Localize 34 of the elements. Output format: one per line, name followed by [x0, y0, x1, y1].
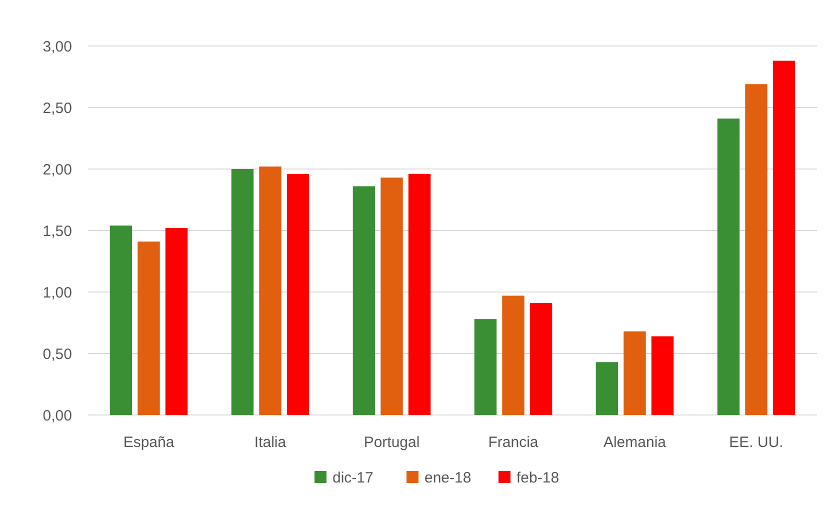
bar: [717, 118, 740, 415]
bar: [380, 178, 403, 415]
bar: [231, 169, 254, 415]
x-tick-label: EE. UU.: [729, 434, 784, 451]
bar: [596, 362, 618, 415]
bar: [165, 228, 188, 415]
bar: [259, 166, 282, 415]
y-tick-label: 3,00: [42, 38, 72, 56]
bar: [502, 296, 524, 415]
bar: [110, 226, 132, 415]
y-tick-label: 1,00: [42, 284, 72, 302]
bar: [286, 174, 310, 415]
x-tick-label: Francia: [488, 434, 539, 451]
y-tick-label: 1,50: [42, 222, 72, 240]
bar: [530, 303, 552, 415]
bar: [651, 336, 674, 415]
bar: [408, 174, 431, 415]
legend-label: dic-17: [332, 469, 374, 486]
bar: [624, 331, 646, 415]
bar: [745, 84, 768, 415]
bar: [352, 186, 376, 415]
y-tick-label: 2,50: [42, 100, 72, 117]
x-tick-label: España: [123, 434, 175, 451]
y-tick-label: 2,00: [42, 161, 72, 178]
bar: [138, 242, 160, 415]
legend-label: ene-18: [424, 469, 472, 486]
x-tick-label: Portugal: [364, 434, 420, 451]
legend-label: feb-18: [516, 469, 560, 486]
bar: [772, 60, 796, 415]
bar: [474, 319, 497, 415]
y-tick-label: 0,50: [42, 346, 72, 363]
x-tick-label: Italia: [254, 434, 287, 451]
x-tick-label: Alemania: [603, 434, 667, 451]
y-tick-label: 0,00: [42, 407, 72, 424]
